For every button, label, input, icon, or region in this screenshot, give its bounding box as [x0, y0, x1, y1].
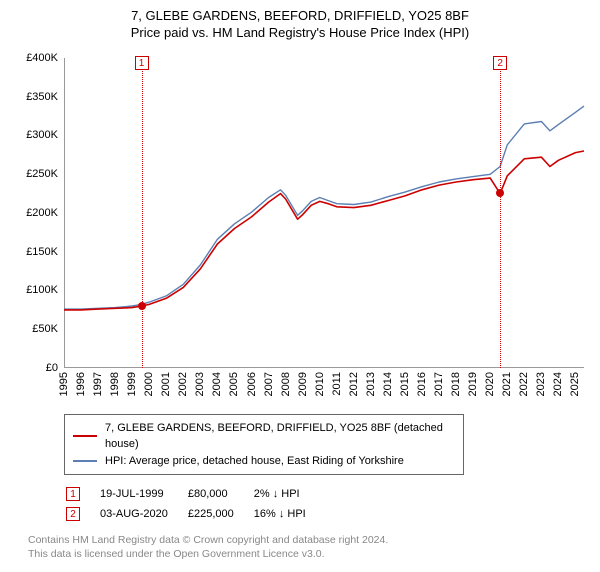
- y-axis-label: £200K: [26, 207, 58, 219]
- chart-title-line1: 7, GLEBE GARDENS, BEEFORD, DRIFFIELD, YO…: [14, 8, 586, 25]
- y-axis-label: £0: [46, 362, 58, 374]
- legend-row: HPI: Average price, detached house, East…: [73, 453, 455, 470]
- x-axis-label: 2014: [382, 372, 394, 396]
- event-line: [500, 58, 501, 368]
- x-axis-label: 2024: [552, 372, 564, 396]
- x-axis-label: 2005: [228, 372, 240, 396]
- attribution-line1: Contains HM Land Registry data © Crown c…: [28, 533, 586, 547]
- y-axis-label: £50K: [32, 323, 58, 335]
- x-axis-label: 2008: [280, 372, 292, 396]
- event-dot: [496, 189, 504, 197]
- event-price: £80,000: [188, 485, 252, 503]
- x-axis-label: 2001: [160, 372, 172, 396]
- event-marker-cell: 1: [66, 487, 80, 501]
- event-marker: 1: [135, 56, 149, 70]
- y-axis-label: £100K: [26, 284, 58, 296]
- x-axis-label: 2017: [433, 372, 445, 396]
- event-line: [142, 58, 143, 368]
- attribution: Contains HM Land Registry data © Crown c…: [28, 533, 586, 561]
- event-delta: 16% ↓ HPI: [254, 505, 324, 523]
- y-axis-label: £300K: [26, 129, 58, 141]
- event-date: 19-JUL-1999: [100, 485, 186, 503]
- y-axis-label: £150K: [26, 246, 58, 258]
- event-row: 2 03-AUG-2020£225,00016% ↓ HPI: [66, 505, 324, 523]
- x-axis-label: 2019: [467, 372, 479, 396]
- event-price: £225,000: [188, 505, 252, 523]
- legend-swatch: [73, 435, 97, 437]
- legend: 7, GLEBE GARDENS, BEEFORD, DRIFFIELD, YO…: [64, 414, 464, 476]
- x-axis-label: 2022: [518, 372, 530, 396]
- x-axis-label: 2012: [348, 372, 360, 396]
- x-axis-label: 2023: [535, 372, 547, 396]
- x-axis-label: 2020: [484, 372, 496, 396]
- events-table: 1 19-JUL-1999£80,0002% ↓ HPI 2 03-AUG-2020£…: [64, 483, 326, 525]
- chart-title-line2: Price paid vs. HM Land Registry's House …: [14, 25, 586, 42]
- x-axis-label: 2015: [399, 372, 411, 396]
- event-delta: 2% ↓ HPI: [254, 485, 324, 503]
- x-axis-label: 2011: [331, 372, 343, 396]
- x-axis-label: 1997: [92, 372, 104, 396]
- event-dot: [138, 302, 146, 310]
- x-axis-label: 1995: [58, 372, 70, 396]
- y-axis-label: £250K: [26, 168, 58, 180]
- legend-label: HPI: Average price, detached house, East…: [105, 453, 404, 470]
- event-marker-cell: 2: [66, 507, 80, 521]
- x-axis-label: 2021: [501, 372, 513, 396]
- x-axis-label: 2003: [194, 372, 206, 396]
- legend-label: 7, GLEBE GARDENS, BEEFORD, DRIFFIELD, YO…: [105, 420, 455, 453]
- x-axis-label: 2009: [297, 372, 309, 396]
- event-row: 1 19-JUL-1999£80,0002% ↓ HPI: [66, 485, 324, 503]
- x-axis-label: 2002: [177, 372, 189, 396]
- attribution-line2: This data is licensed under the Open Gov…: [28, 547, 586, 561]
- legend-row: 7, GLEBE GARDENS, BEEFORD, DRIFFIELD, YO…: [73, 420, 455, 453]
- x-axis-label: 2018: [450, 372, 462, 396]
- x-axis-label: 2025: [569, 372, 581, 396]
- x-axis-label: 2016: [416, 372, 428, 396]
- x-axis-label: 2007: [263, 372, 275, 396]
- x-axis-label: 1996: [75, 372, 87, 396]
- legend-swatch: [73, 460, 97, 462]
- x-axis-label: 2010: [314, 372, 326, 396]
- x-axis-label: 2006: [246, 372, 258, 396]
- x-axis-label: 2013: [365, 372, 377, 396]
- chart-area: £0 £50K £100K £150K £200K £250K £300K £350K £400…: [14, 48, 586, 408]
- x-axis-label: 2004: [211, 372, 223, 396]
- event-marker: 2: [493, 56, 507, 70]
- y-axis-label: £350K: [26, 91, 58, 103]
- x-axis-label: 1998: [109, 372, 121, 396]
- x-axis-label: 2000: [143, 372, 155, 396]
- y-axis-label: £400K: [26, 52, 58, 64]
- event-date: 03-AUG-2020: [100, 505, 186, 523]
- x-axis-label: 1999: [126, 372, 138, 396]
